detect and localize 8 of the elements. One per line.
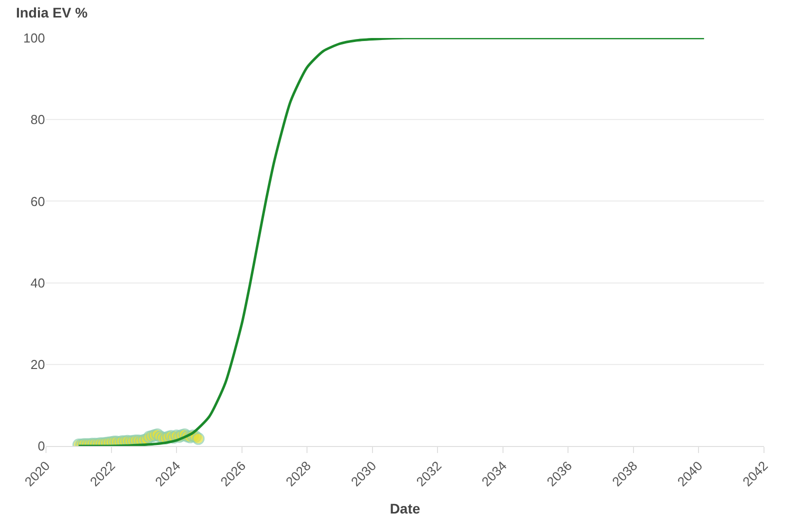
chart-title: India EV %	[16, 4, 88, 21]
y-tick-label: 80	[30, 112, 45, 128]
y-tick-label: 0	[38, 438, 45, 454]
y-tick-label: 20	[30, 356, 45, 372]
y-tick-label: 40	[30, 275, 45, 290]
y-tick-label: 60	[30, 194, 45, 209]
x-axis-title: Date	[390, 500, 420, 517]
y-tick-label: 100	[23, 30, 45, 46]
